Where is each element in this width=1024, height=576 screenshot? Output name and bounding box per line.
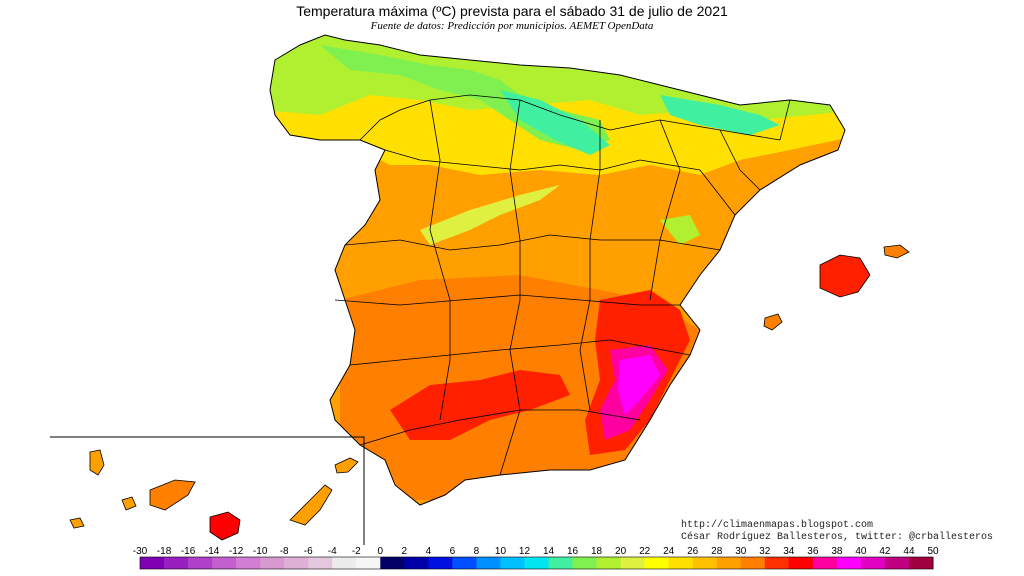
- legend-tick-label: 34: [783, 546, 795, 557]
- legend-tick-label: -12: [229, 546, 244, 557]
- legend-tick-label: 36: [807, 546, 819, 557]
- legend-tick-label: 28: [711, 546, 723, 557]
- legend-tick-label: 10: [495, 546, 507, 557]
- legend-tick-label: 0: [378, 546, 384, 557]
- legend-tick-label: 24: [663, 546, 675, 557]
- legend-swatch: [236, 557, 261, 569]
- temperature-legend: -30 -18 -16 -14 -12 -10 -8 -6 -4 -2 0 2 4 6 8 10 12 14 16 1…: [133, 546, 939, 570]
- legend-tick-label: 42: [879, 546, 891, 557]
- legend-tick-label: 32: [759, 546, 771, 557]
- legend-tick-label: 44: [903, 546, 915, 557]
- legend-swatch: [500, 557, 525, 569]
- legend-swatch: [572, 557, 598, 569]
- legend-tick-label: -30: [133, 546, 148, 557]
- legend-swatch: [524, 557, 550, 569]
- legend-swatch: [548, 557, 574, 569]
- legend-swatch: [644, 557, 670, 569]
- legend-swatch: [308, 557, 333, 569]
- legend-tick-label: 40: [855, 546, 867, 557]
- legend-swatch: [212, 557, 237, 569]
- legend-tick-label: 38: [831, 546, 843, 557]
- legend-tick-label: -18: [157, 546, 172, 557]
- legend-swatch: [788, 557, 814, 569]
- legend-tick-label: 26: [687, 546, 699, 557]
- legend-swatch: [884, 557, 910, 569]
- legend-tick-label: 8: [474, 546, 480, 557]
- legend-tick-label: -4: [328, 546, 337, 557]
- legend-swatch: [356, 557, 381, 569]
- credit-url: http://climaenmapas.blogspot.com: [681, 520, 874, 531]
- legend-swatch: [620, 557, 646, 569]
- legend-swatch: [476, 557, 501, 569]
- legend-tick-label: 14: [543, 546, 555, 557]
- legend-swatch: [428, 557, 453, 569]
- legend-swatch: [164, 557, 189, 569]
- legend-frame: [139, 556, 934, 570]
- legend-tick-label: 20: [615, 546, 627, 557]
- legend-swatch: [380, 557, 405, 569]
- legend-swatch: [140, 557, 165, 569]
- map-title: Temperatura máxima (ºC) prevista para el…: [296, 3, 728, 19]
- legend-tick-label: 12: [519, 546, 531, 557]
- legend-swatch: [284, 557, 309, 569]
- legend-tick-label: -16: [181, 546, 196, 557]
- legend-swatch: [404, 557, 429, 569]
- legend-tick-label: 4: [426, 546, 432, 557]
- legend-tick-label: 50: [927, 546, 939, 557]
- legend-swatch: [452, 557, 477, 569]
- legend-swatch: [188, 557, 213, 569]
- legend-tick-label: 22: [639, 546, 651, 557]
- legend-swatch: [740, 557, 766, 569]
- legend-swatch: [260, 557, 285, 569]
- legend-swatch: [692, 557, 718, 569]
- legend-tick-label: -10: [253, 546, 268, 557]
- legend-swatch: [596, 557, 622, 569]
- legend-swatch: [836, 557, 862, 569]
- legend-swatch: [764, 557, 790, 569]
- legend-tick-label: -14: [205, 546, 220, 557]
- legend-swatch: [812, 557, 838, 569]
- credit-author: César Rodríguez Ballesteros, twitter: @c…: [681, 532, 994, 543]
- legend-tick-label: -2: [352, 546, 361, 557]
- legend-tick-label: 2: [402, 546, 408, 557]
- legend-tick-label: -6: [304, 546, 313, 557]
- legend-swatch: [908, 557, 934, 569]
- legend-tick-label: 18: [591, 546, 603, 557]
- legend-tick-label: 6: [450, 546, 456, 557]
- legend-tick-label: 30: [735, 546, 747, 557]
- legend-tick-label: 16: [567, 546, 579, 557]
- legend-swatch: [668, 557, 694, 569]
- legend-tick-label: -8: [280, 546, 289, 557]
- map-subtitle: Fuente de datos: Predicción por municipi…: [370, 20, 654, 32]
- legend-swatch: [716, 557, 742, 569]
- legend-swatch: [332, 557, 357, 569]
- legend-swatch: [860, 557, 886, 569]
